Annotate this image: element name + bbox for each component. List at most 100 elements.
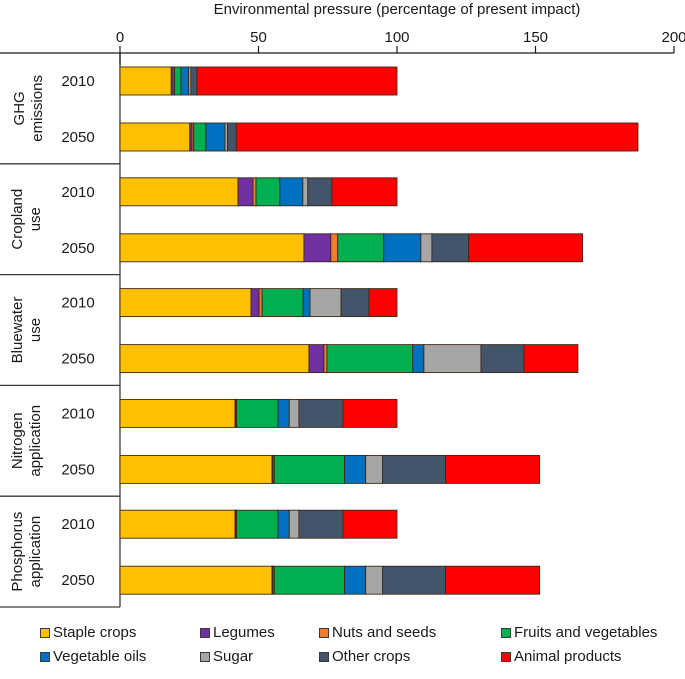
x-tick-label: 150 bbox=[523, 29, 548, 46]
group-label-line: application bbox=[27, 405, 44, 477]
bar-segment-animal-products bbox=[342, 398, 398, 428]
group-label-line: application bbox=[27, 516, 44, 588]
group-label-line: use bbox=[27, 207, 44, 231]
stacked-bar bbox=[119, 177, 398, 207]
bar-segment-other-crops bbox=[431, 233, 470, 263]
bar-segment-animal-products bbox=[368, 288, 398, 318]
year-label: 2050 bbox=[61, 572, 94, 589]
group-label: Nitrogenapplication bbox=[9, 405, 44, 477]
bar-segment-other-crops bbox=[382, 565, 446, 595]
year-label: 2010 bbox=[61, 184, 94, 201]
bar-segment-staple-crops bbox=[119, 122, 191, 152]
bar-segment-sugar bbox=[420, 233, 433, 263]
legend-swatch bbox=[40, 627, 50, 638]
bar-segment-animal-products bbox=[523, 344, 579, 374]
bar-segment-other-crops bbox=[298, 509, 344, 539]
bar-segment-sugar bbox=[288, 398, 300, 428]
legend-label: Staple crops bbox=[53, 624, 137, 641]
stacked-bar bbox=[119, 288, 398, 318]
legend-swatch bbox=[501, 627, 511, 638]
stacked-bar bbox=[119, 509, 398, 539]
bar-segment-other-crops bbox=[190, 66, 198, 96]
x-tick-label: 200 bbox=[661, 29, 685, 46]
bar-segment-staple-crops bbox=[119, 66, 172, 96]
legend-label: Fruits and vegetables bbox=[514, 624, 658, 641]
bar-segment-sugar bbox=[365, 565, 384, 595]
legend-label: Sugar bbox=[213, 648, 254, 665]
stacked-bar bbox=[119, 454, 541, 484]
group-label-line: use bbox=[27, 318, 44, 342]
bar-segment-sugar bbox=[423, 344, 482, 374]
legend-label: Nuts and seeds bbox=[332, 624, 437, 641]
bar-segment-other-crops bbox=[382, 454, 446, 484]
bar-segment-vegetable-oils bbox=[277, 509, 290, 539]
group-label-line: emissions bbox=[29, 75, 46, 142]
bar-segment-animal-products bbox=[235, 122, 639, 152]
x-tick-label: 50 bbox=[250, 29, 267, 46]
stacked-bar bbox=[119, 565, 541, 595]
bar-segment-animal-products bbox=[468, 233, 584, 263]
bar-segment-vegetable-oils bbox=[279, 177, 304, 207]
bar-segment-sugar bbox=[288, 509, 300, 539]
bar-segment-animal-products bbox=[445, 565, 541, 595]
year-label: 2050 bbox=[61, 240, 94, 257]
bar-segment-vegetable-oils bbox=[180, 66, 190, 96]
stacked-bar bbox=[119, 122, 639, 152]
group-label: Bluewateruse bbox=[9, 297, 44, 364]
bar-segment-nuts-and-seeds bbox=[252, 177, 257, 207]
group-label-line: Phosphorus bbox=[9, 512, 26, 592]
bar-segment-nuts-and-seeds bbox=[330, 233, 339, 263]
legend-label: Vegetable oils bbox=[53, 648, 147, 665]
bar-segment-animal-products bbox=[331, 177, 398, 207]
group-label-line: Bluewater bbox=[9, 297, 26, 364]
bar-segment-vegetable-oils bbox=[344, 565, 367, 595]
bar-segment-fruits-and-vegetables bbox=[326, 344, 414, 374]
legend-item: Sugar bbox=[200, 648, 253, 665]
bar-segment-staple-crops bbox=[119, 177, 239, 207]
legend-item: Nuts and seeds bbox=[319, 624, 436, 641]
bar-segment-staple-crops bbox=[119, 288, 252, 318]
stacked-bar bbox=[119, 344, 579, 374]
stacked-bar bbox=[119, 233, 584, 263]
bar-segment-staple-crops bbox=[119, 565, 273, 595]
bar-segment-legumes bbox=[250, 288, 260, 318]
bar-segment-vegetable-oils bbox=[383, 233, 422, 263]
group-label-panel: GHGemissions 20102050Croplanduse20102050B… bbox=[0, 73, 120, 608]
bar-segment-vegetable-oils bbox=[277, 398, 290, 428]
bar-segment-other-crops bbox=[340, 288, 370, 318]
group-label: Croplanduse bbox=[9, 189, 44, 250]
bar-segment-sugar bbox=[302, 177, 309, 207]
stacked-bar bbox=[119, 398, 398, 428]
bar-segment-legumes bbox=[308, 344, 325, 374]
legend-label: Other crops bbox=[332, 648, 411, 665]
year-label: 2010 bbox=[61, 516, 94, 533]
bar-segment-sugar bbox=[309, 288, 342, 318]
bar-segment-fruits-and-vegetables bbox=[174, 66, 182, 96]
year-label: 2050 bbox=[61, 351, 94, 368]
bar-segment-fruits-and-vegetables bbox=[273, 565, 346, 595]
bar-segment-animal-products bbox=[342, 509, 398, 539]
legend-label: Legumes bbox=[213, 624, 275, 641]
legend-item: Staple crops bbox=[40, 624, 136, 641]
stacked-bar bbox=[119, 66, 398, 96]
bar-segment-staple-crops bbox=[119, 233, 305, 263]
bar-segment-staple-crops bbox=[119, 509, 236, 539]
bar-segment-other-crops bbox=[480, 344, 525, 374]
bar-segment-nuts-and-seeds bbox=[323, 344, 328, 374]
bar-segment-other-crops bbox=[307, 177, 333, 207]
group-label-line: Nitrogen bbox=[9, 412, 26, 469]
legend-item: Fruits and vegetables bbox=[501, 624, 657, 641]
legend-swatch bbox=[319, 651, 329, 662]
legend-swatch bbox=[200, 627, 210, 638]
bars bbox=[119, 66, 639, 595]
bar-segment-other-crops bbox=[227, 122, 237, 152]
bar-segment-animal-products bbox=[445, 454, 541, 484]
group-label: Phosphorusapplication bbox=[9, 512, 44, 592]
legend-item: Animal products bbox=[501, 648, 622, 665]
bar-segment-fruits-and-vegetables bbox=[193, 122, 207, 152]
group-label-line: Cropland bbox=[9, 189, 26, 250]
bar-segment-fruits-and-vegetables bbox=[273, 454, 346, 484]
year-label: 2050 bbox=[61, 129, 94, 146]
bar-segment-fruits-and-vegetables bbox=[337, 233, 385, 263]
year-label: 2010 bbox=[61, 295, 94, 312]
